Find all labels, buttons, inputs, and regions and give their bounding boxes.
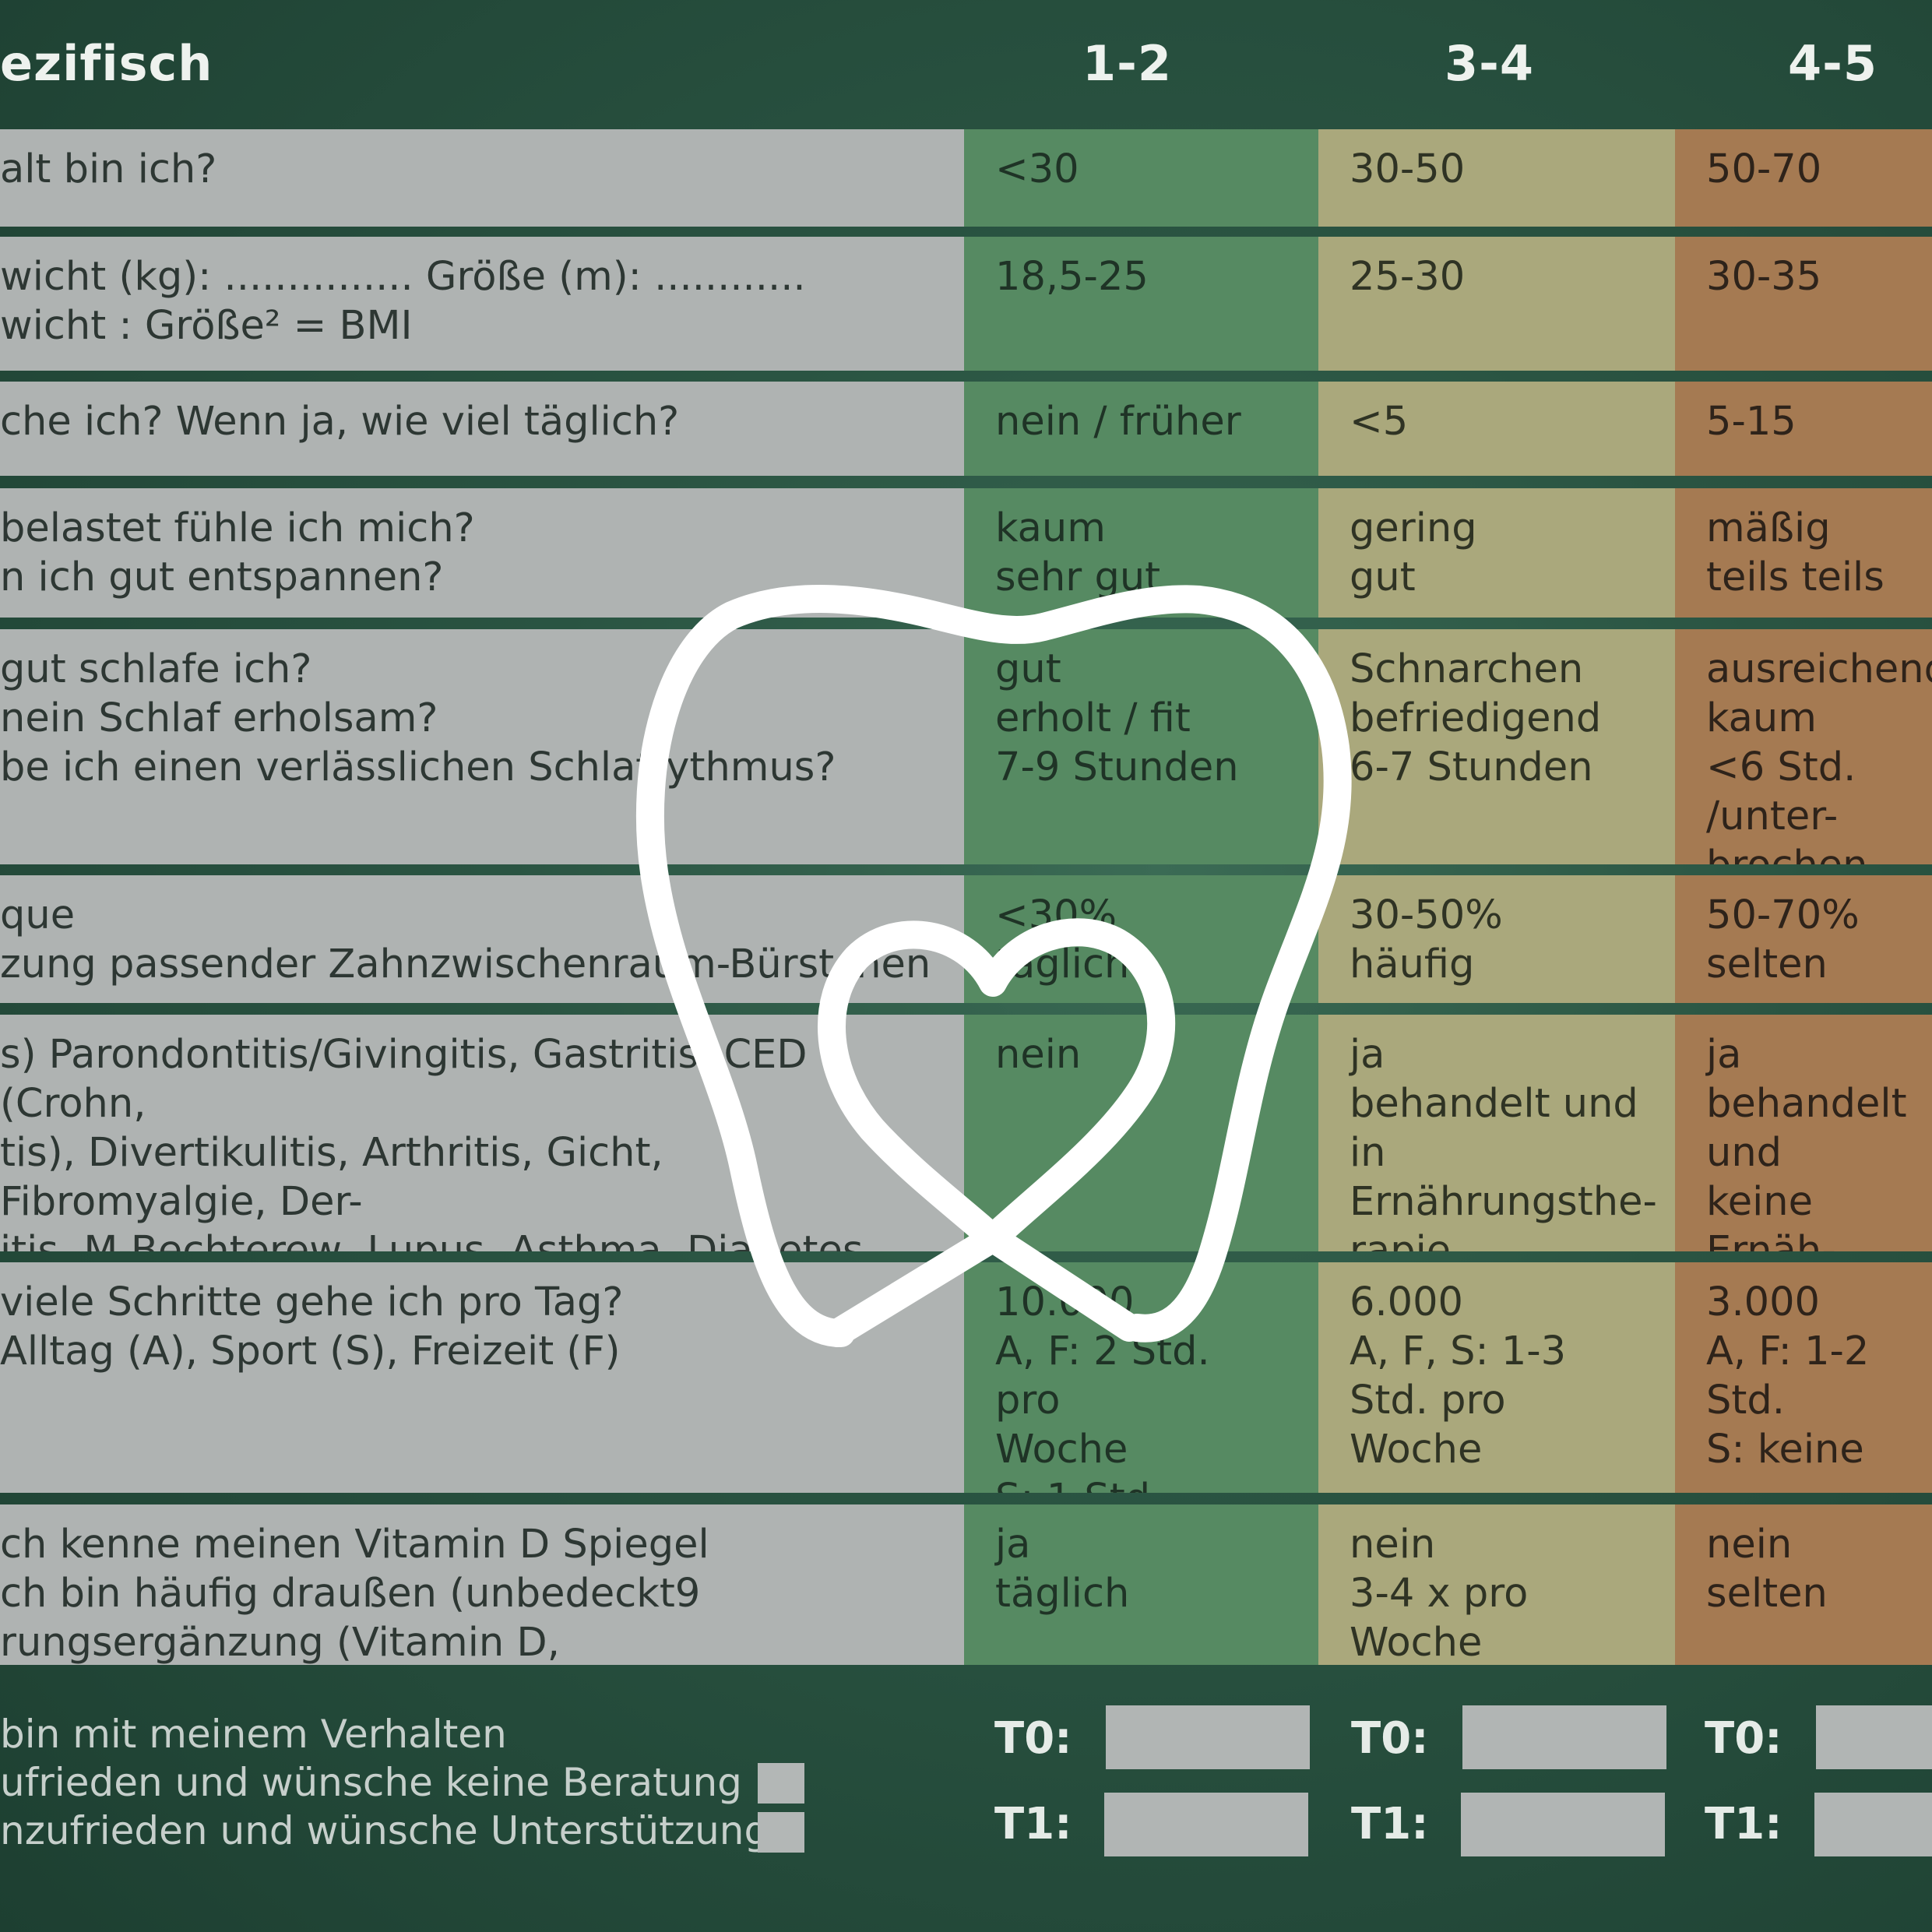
table-row: wicht (kg): ............... Größe (m): .… [0,237,1932,371]
table-row: alt bin ich? <30 30-50 50-70 [0,129,1932,227]
table-row: belastet fühle ich mich? n ich gut entsp… [0,488,1932,618]
score-1-2-cell: 10.000 A, F: 2 Std. pro Woche S: 1 Std. [964,1262,1318,1493]
score-3-4-cell: 30-50% häufig [1318,875,1675,1003]
score-4-5-cell: 50-70% selten [1675,875,1932,1003]
score-3-4-cell: 25-30 [1318,237,1675,371]
score-4-5-cell: 3.000 A, F: 1-2 Std. S: keine [1675,1262,1932,1493]
score-4-5-cell: ja behandelt und keine Ernäh- rungsthera… [1675,1015,1932,1251]
question-cell: wicht (kg): ............... Größe (m): .… [0,237,964,371]
t0-score-1-2-field[interactable] [1106,1705,1310,1769]
t0-label: T0: [1351,1713,1429,1764]
t0-label: T0: [1705,1713,1782,1764]
score-3-4-cell: <5 [1318,382,1675,476]
score-4-5-cell: 30-35 [1675,237,1932,371]
score-1-2-cell: ja täglich [964,1504,1318,1665]
question-cell: gut schlafe ich? nein Schlaf erholsam? b… [0,629,964,864]
score-3-4-cell: nein 3-4 x pro Woche [1318,1504,1675,1665]
t1-score-3-4-field[interactable] [1461,1793,1665,1856]
score-3-4-cell: 30-50 [1318,129,1675,227]
t1-label: T1: [994,1799,1072,1849]
question-cell: che ich? Wenn ja, wie viel täglich? [0,382,964,476]
table-row: che ich? Wenn ja, wie viel täglich? nein… [0,382,1932,476]
question-cell: que zung passender Zahnzwischenraum-Bürs… [0,875,964,1003]
table-row: que zung passender Zahnzwischenraum-Bürs… [0,875,1932,1003]
score-3-4-cell: gering gut [1318,488,1675,618]
t1-score-4-5-field[interactable] [1814,1793,1932,1856]
t1-label: T1: [1351,1799,1429,1849]
table-row: ch kenne meinen Vitamin D Spiegel ch bin… [0,1504,1932,1665]
header-score-4-5: 4-5 [1788,35,1878,92]
question-cell: alt bin ich? [0,129,964,227]
support-wanted-checkbox[interactable] [758,1812,804,1853]
score-3-4-cell: 6.000 A, F, S: 1-3 Std. pro Woche [1318,1262,1675,1493]
t0-label: T0: [994,1713,1072,1764]
header-score-3-4: 3-4 [1445,35,1535,92]
score-1-2-cell: <30 [964,129,1318,227]
header-title: ezifisch [0,35,213,92]
no-consultation-checkbox[interactable] [758,1763,804,1804]
t0-score-3-4-field[interactable] [1462,1705,1666,1769]
score-4-5-cell: 5-15 [1675,382,1932,476]
t1-score-1-2-field[interactable] [1104,1793,1308,1856]
score-4-5-cell: ausreichend kaum <6 Std. /unter- brochen [1675,629,1932,864]
t0-score-4-5-field[interactable] [1816,1705,1932,1769]
table-row: gut schlafe ich? nein Schlaf erholsam? b… [0,629,1932,864]
score-1-2-cell: gut erholt / fit 7-9 Stunden [964,629,1318,864]
score-3-4-cell: ja behandelt und in Ernährungsthe- rapie [1318,1015,1675,1251]
question-cell: belastet fühle ich mich? n ich gut entsp… [0,488,964,618]
score-1-2-cell: 18,5-25 [964,237,1318,371]
question-cell: ch kenne meinen Vitamin D Spiegel ch bin… [0,1504,964,1665]
t1-label: T1: [1705,1799,1782,1849]
score-3-4-cell: Schnarchen befriedigend 6-7 Stunden [1318,629,1675,864]
question-cell: s) Parondontitis/Givingitis, Gastritis, … [0,1015,964,1251]
score-4-5-cell: 50-70 [1675,129,1932,227]
score-4-5-cell: nein selten [1675,1504,1932,1665]
table-row: viele Schritte gehe ich pro Tag? Alltag … [0,1262,1932,1493]
score-1-2-cell: nein / früher [964,382,1318,476]
score-4-5-cell: mäßig teils teils [1675,488,1932,618]
satisfaction-statement: bin mit meinem Verhalten ufrieden und wü… [0,1712,769,1853]
header-score-1-2: 1-2 [1082,35,1173,92]
